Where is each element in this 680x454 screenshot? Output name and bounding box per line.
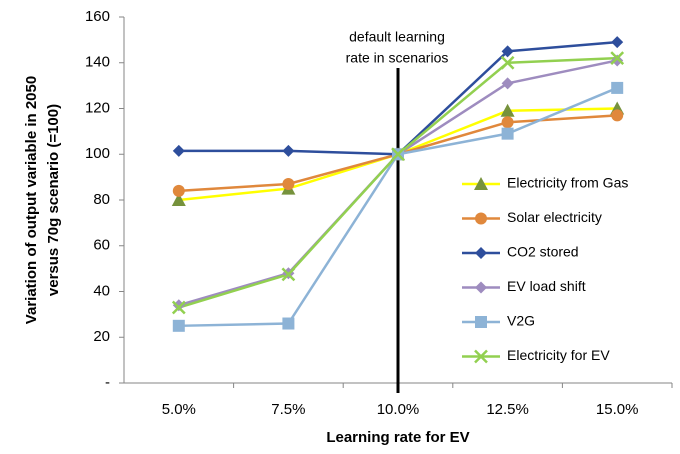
marker <box>500 55 515 70</box>
x-tick-label: 15.0% <box>596 401 639 418</box>
marker <box>475 247 487 259</box>
marker <box>610 51 625 66</box>
legend-label: CO2 stored <box>507 244 579 260</box>
marker <box>500 103 515 117</box>
marker <box>501 45 514 58</box>
y-tick-label: 40 <box>93 282 110 299</box>
y-tick-label: - <box>105 374 110 391</box>
x-tick-label: 7.5% <box>271 401 305 418</box>
annotation: rate in scenarios <box>346 50 449 66</box>
y-tick-label: 60 <box>93 237 110 254</box>
legend-label: EV load shift <box>507 278 586 294</box>
x-tick-label: 10.0% <box>377 401 420 418</box>
marker <box>282 177 295 190</box>
x-axis-title: Learning rate for EV <box>326 429 469 446</box>
y-tick-label: 80 <box>93 191 110 208</box>
y-axis-title: versus 70g scenario (=100) <box>45 104 62 296</box>
marker <box>611 81 624 94</box>
marker <box>501 116 514 129</box>
y-axis-title: Variation of output variable in 2050 <box>23 76 40 324</box>
marker <box>611 36 624 49</box>
legend-label: Electricity for EV <box>507 347 610 363</box>
marker <box>172 144 185 157</box>
marker <box>501 77 514 90</box>
marker <box>475 316 487 328</box>
marker <box>171 300 186 315</box>
y-tick-label: 100 <box>85 145 110 162</box>
marker <box>611 54 624 67</box>
marker <box>475 212 487 225</box>
marker <box>172 184 185 197</box>
marker <box>282 144 295 157</box>
annotation: default learning <box>349 29 445 45</box>
legend-label: Solar electricity <box>507 209 602 225</box>
marker <box>282 317 295 330</box>
marker <box>475 281 487 294</box>
marker <box>391 147 405 162</box>
y-tick-label: 120 <box>85 99 110 116</box>
x-tick-label: 12.5% <box>486 401 529 418</box>
y-tick-label: 160 <box>85 8 110 25</box>
marker <box>474 177 488 190</box>
marker <box>611 109 624 122</box>
y-tick-label: 140 <box>85 54 110 71</box>
legend-box <box>445 168 657 372</box>
marker <box>172 299 185 312</box>
marker <box>474 349 488 364</box>
x-tick-label: 5.0% <box>162 401 196 418</box>
marker <box>281 267 296 282</box>
legend-label: V2G <box>507 313 535 329</box>
marker <box>172 319 185 332</box>
marker <box>501 127 514 140</box>
legend: Electricity from Gas Solar electricity CO2… <box>445 168 657 372</box>
marker <box>171 193 186 206</box>
y-tick-label: 20 <box>93 328 110 345</box>
legend-label: Electricity from Gas <box>507 175 628 191</box>
